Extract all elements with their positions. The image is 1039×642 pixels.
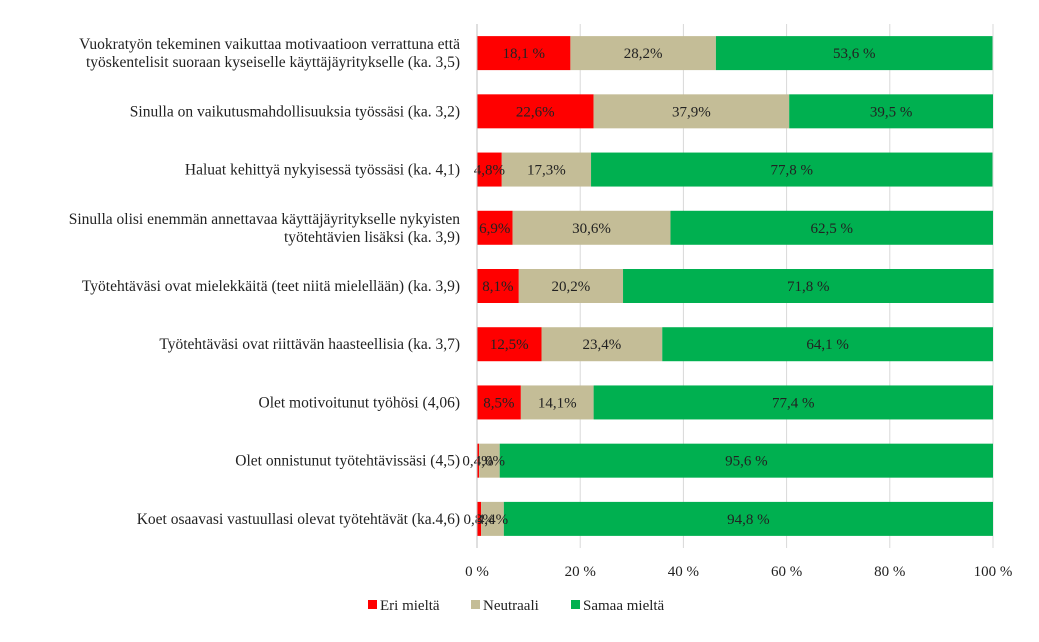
category-label: Vuokratyön tekeminen vaikuttaa motivaati… — [79, 36, 460, 53]
legend-label: Samaa mieltä — [583, 598, 665, 614]
data-label: 23,4% — [582, 337, 621, 353]
bar-segment — [512, 210, 671, 245]
data-labels: 18,1 % 28,2% 53,6 % 22,6% 37,9% 39,5 % 4,8% 17,… — [462, 46, 912, 528]
bar-segment — [593, 94, 790, 129]
data-label: 4,4% — [477, 512, 508, 528]
bar-segment — [499, 443, 993, 478]
data-label: 62,5 % — [811, 221, 854, 237]
x-tick-label: 20 % — [565, 564, 596, 580]
category-label: Koet osaavasi vastuullasi olevat työteht… — [137, 511, 460, 528]
category-label: työskentelisit suoraan kyseiselle käyttä… — [86, 54, 460, 71]
bar-segment — [593, 385, 993, 420]
category-label: Olet motivoitunut työhösi (4,06) — [259, 394, 461, 411]
data-label: 71,8 % — [787, 279, 830, 295]
data-label: 0,4% — [462, 454, 493, 470]
data-label: 8,1% — [482, 279, 513, 295]
category-labels: Vuokratyön tekeminen vaikuttaa motivaati… — [69, 36, 461, 528]
bar-segment — [503, 501, 993, 536]
legend-swatch — [471, 600, 480, 609]
bar-segment — [623, 269, 994, 303]
category-label: työtehtävien lisäksi (ka. 3,9) — [284, 229, 460, 246]
legend-label: Eri mieltä — [380, 598, 440, 614]
bar-segment — [591, 152, 993, 187]
data-label: 37,9% — [672, 104, 711, 120]
bar-segment — [520, 385, 594, 420]
bar-segment — [477, 94, 594, 129]
x-tick-label: 0 % — [465, 564, 489, 580]
data-label: 18,1 % — [502, 46, 545, 62]
legend-swatch — [368, 600, 377, 609]
x-axis: 0 % 20 % 40 % 60 % 80 % 100 % — [465, 24, 1012, 580]
category-label: Haluat kehittyä nykyisessä työssäsi (ka.… — [185, 162, 460, 179]
bar-segment — [477, 443, 480, 478]
data-label: 94,8 % — [727, 512, 770, 528]
data-label: 53,6 % — [833, 46, 876, 62]
bar-segment — [670, 210, 993, 245]
data-label: 8,5% — [483, 395, 514, 411]
category-label: Olet onnistunut työtehtävissäsi (4,5) — [235, 453, 460, 470]
bar-segment — [715, 36, 993, 71]
bar-segment — [541, 327, 663, 362]
x-tick-label: 100 % — [974, 564, 1013, 580]
data-label: 20,2% — [552, 279, 591, 295]
data-label: 22,6% — [516, 104, 555, 120]
legend-label: Neutraali — [483, 598, 539, 614]
data-label: 4,8% — [474, 163, 505, 179]
data-label: 0,8% — [463, 512, 494, 528]
data-label: 95,6 % — [725, 454, 768, 470]
x-tick-label: 80 % — [874, 564, 905, 580]
data-label: 64,1 % — [806, 337, 849, 353]
bar-segment — [789, 94, 993, 129]
data-label: 12,5% — [490, 337, 529, 353]
data-label: 77,4 % — [772, 395, 815, 411]
bar-segment — [518, 269, 624, 303]
bar-segment — [479, 443, 500, 478]
data-label: 28,2% — [624, 46, 663, 62]
bar-segment — [477, 327, 542, 362]
category-label: Sinulla on vaikutusmahdollisuuksia työss… — [130, 103, 460, 120]
data-label: 39,5 % — [870, 104, 913, 120]
bars — [477, 36, 994, 536]
data-label: 77,8 % — [771, 163, 814, 179]
bar-segment — [501, 152, 592, 187]
data-label: 6,9% — [479, 221, 510, 237]
bar-segment — [477, 152, 502, 187]
category-label: Työtehtäväsi ovat mielekkäitä (teet niit… — [82, 278, 460, 295]
data-label: 17,3% — [527, 163, 566, 179]
bar-segment — [477, 210, 513, 245]
bar-segment — [477, 385, 521, 420]
bar-segment — [662, 327, 993, 362]
x-tick-label: 40 % — [668, 564, 699, 580]
data-label: 30,6% — [572, 221, 611, 237]
legend-swatch — [571, 600, 580, 609]
data-label: 4,0% — [474, 454, 505, 470]
bar-segment — [477, 36, 571, 71]
bar-segment — [477, 269, 519, 303]
x-tick-label: 60 % — [771, 564, 802, 580]
bar-segment — [477, 501, 482, 536]
category-label: Sinulla olisi enemmän annettavaa käyttäj… — [69, 211, 461, 228]
data-label: 14,1% — [538, 395, 577, 411]
legend: Eri mieltä Neutraali Samaa mieltä — [368, 598, 665, 614]
bar-segment — [570, 36, 716, 71]
category-label: Työtehtäväsi ovat riittävän haasteellisi… — [159, 336, 460, 353]
bar-segment — [481, 501, 504, 536]
